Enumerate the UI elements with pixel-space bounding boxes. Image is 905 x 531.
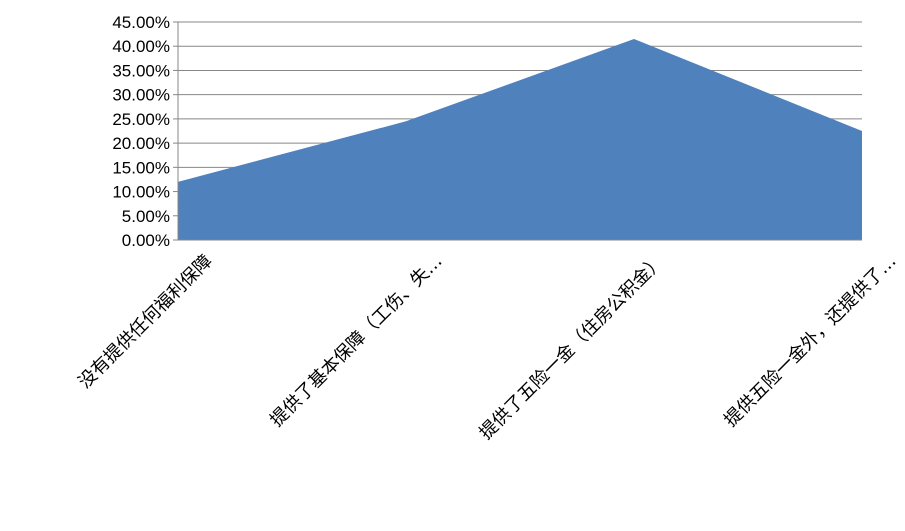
- y-axis-tick-labels: 0.00% 5.00% 10.00% 15.00% 20.00% 25.00% 30.00%…: [112, 13, 170, 250]
- y-tick-label: 30.00%: [112, 86, 170, 105]
- y-tick-label: 15.00%: [112, 158, 170, 177]
- x-category-label: 提供了五险一金（住房公积金）: [475, 251, 668, 444]
- x-category-label: 没有提供任何福利保障: [74, 251, 216, 393]
- plot-area: [178, 38, 862, 241]
- y-tick-label: 5.00%: [122, 207, 170, 226]
- y-tick-label: 35.00%: [112, 61, 170, 80]
- axes: [177, 22, 862, 241]
- x-category-label: 提供五险一金外，还提供了…: [720, 251, 900, 431]
- y-tick-label: 40.00%: [112, 37, 170, 56]
- y-tick-label: 10.00%: [112, 183, 170, 202]
- y-tick-label: 45.00%: [112, 13, 170, 32]
- x-axis-category-labels: 没有提供任何福利保障 提供了基本保障（工伤、失… 提供了五险一金（住房公积金） 提供五…: [74, 251, 900, 444]
- y-tick-label: 25.00%: [112, 110, 170, 129]
- y-tick-label: 0.00%: [122, 231, 170, 250]
- area-series: [178, 38, 862, 241]
- x-category-label: 提供了基本保障（工伤、失…: [266, 251, 446, 431]
- y-tick-label: 20.00%: [112, 134, 170, 153]
